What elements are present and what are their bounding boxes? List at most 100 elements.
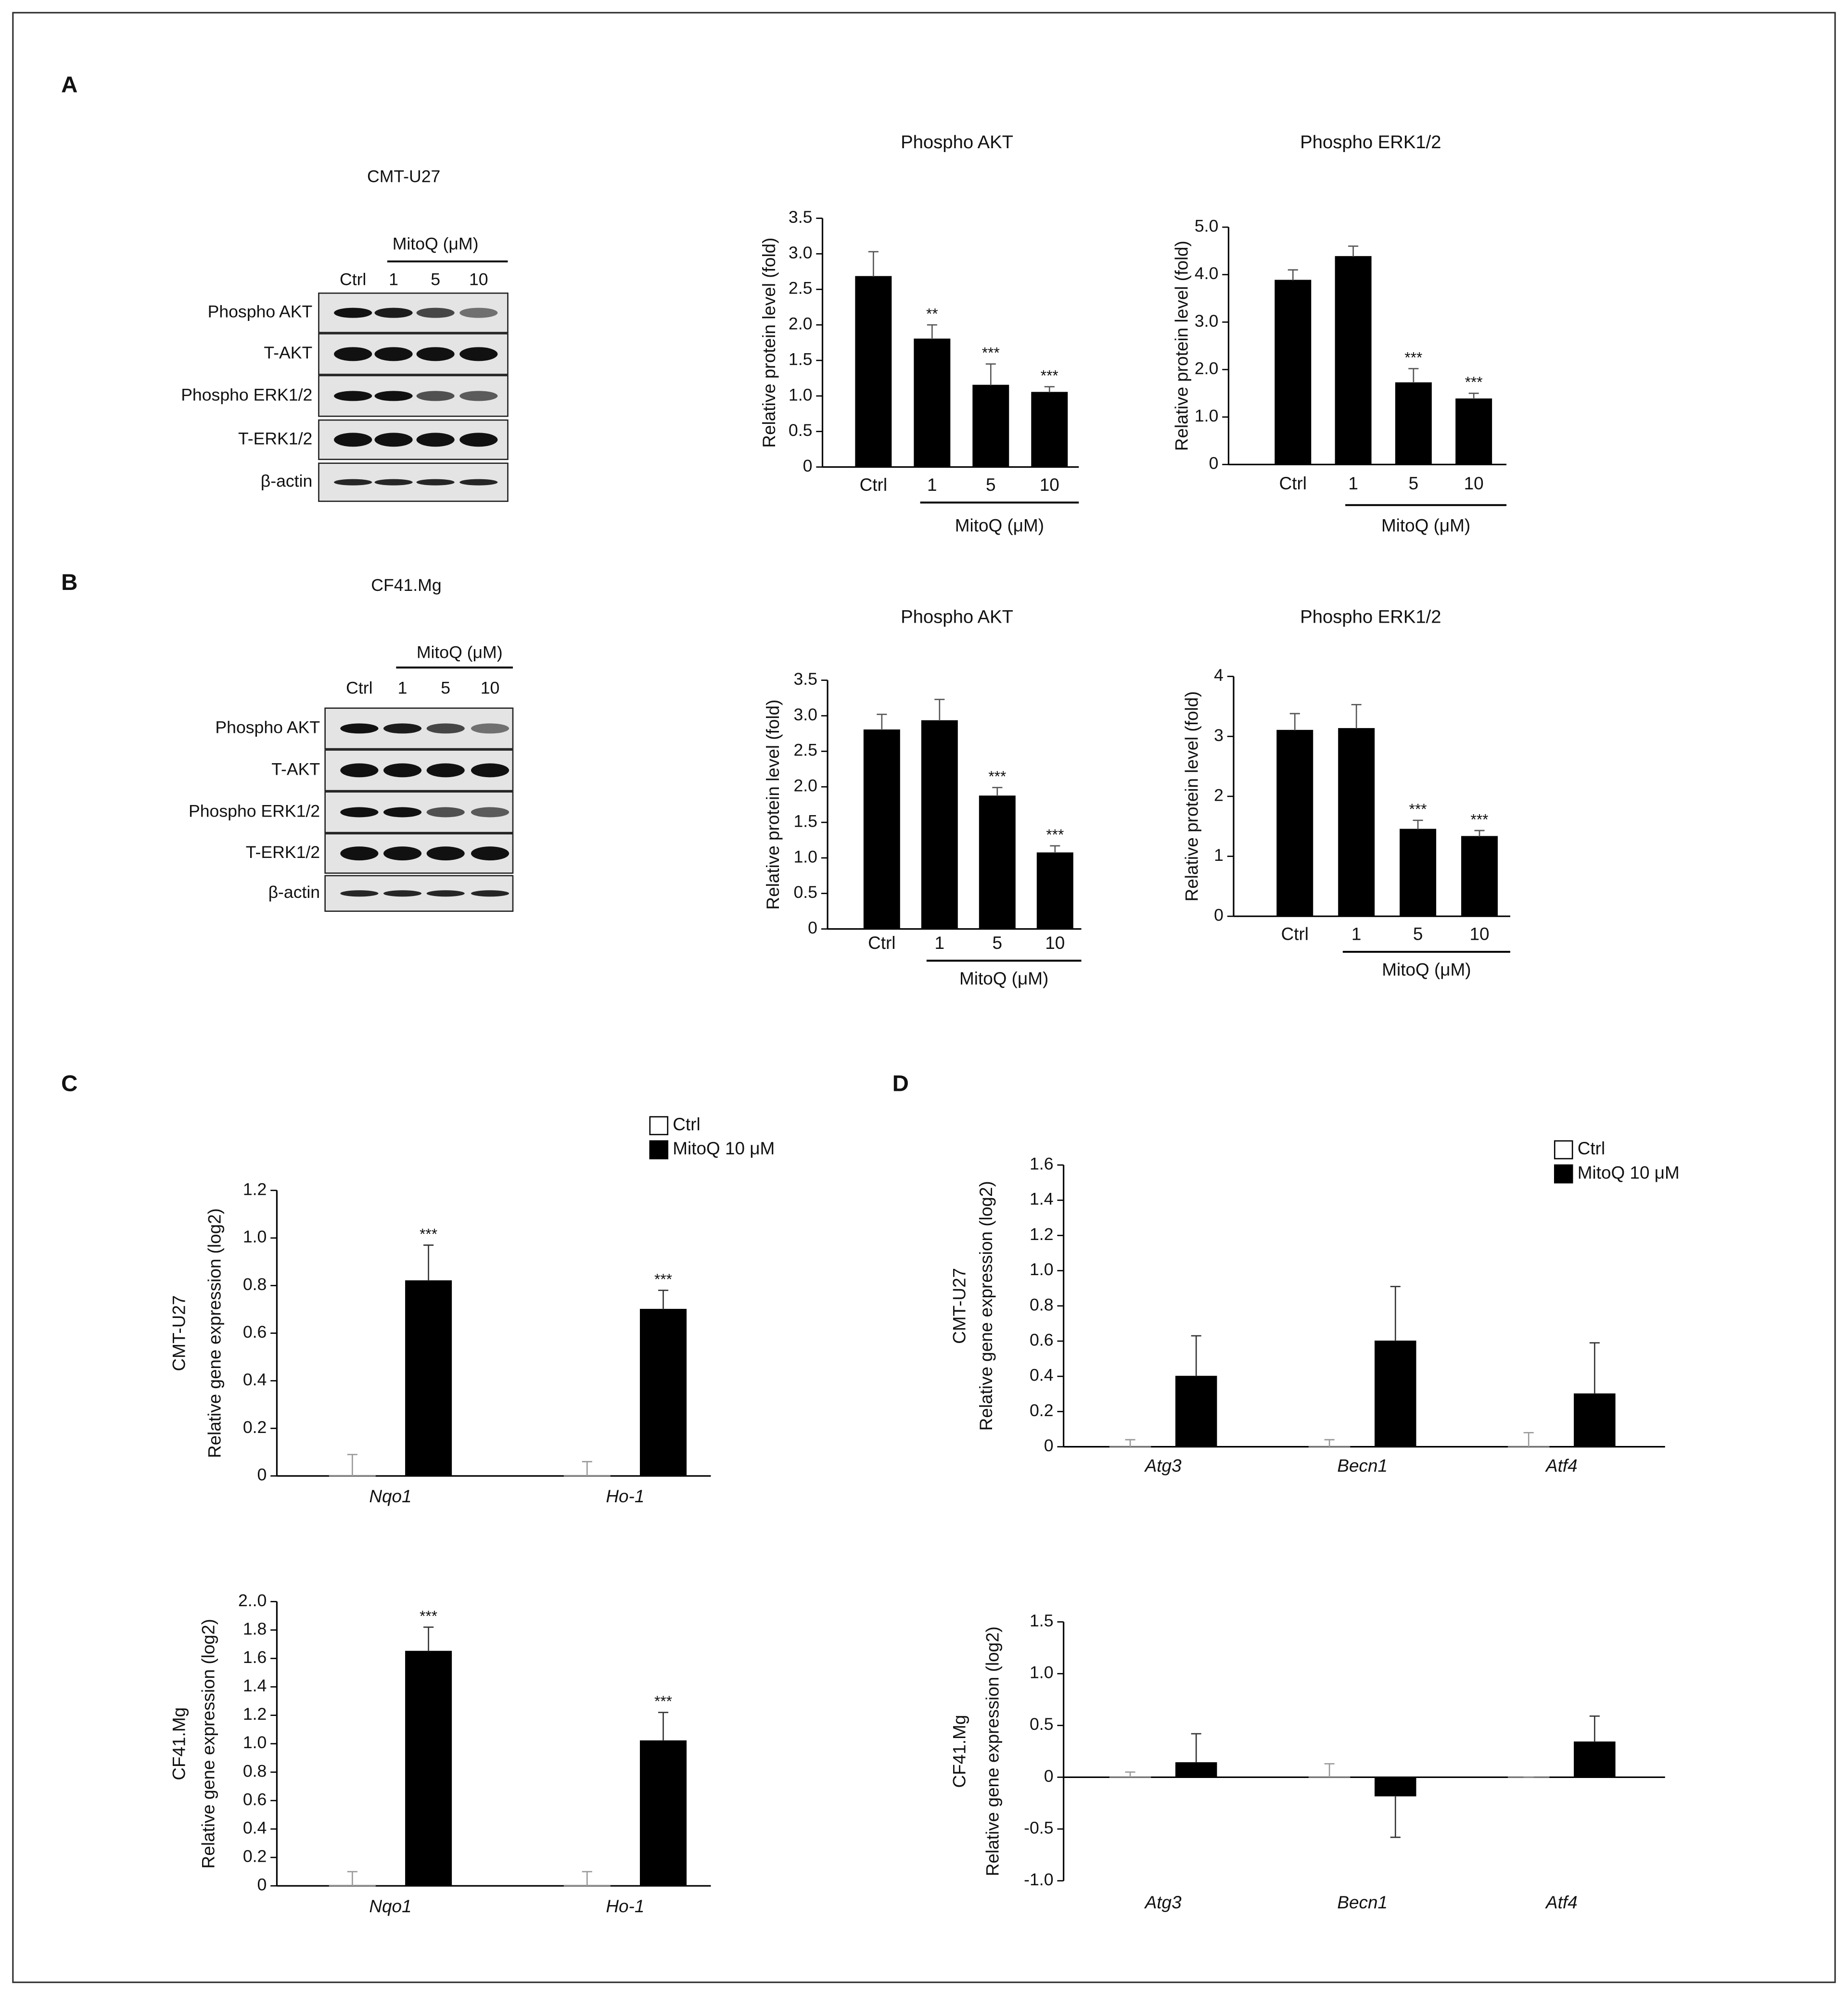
y-tick-label: 1.6 xyxy=(1030,1154,1053,1174)
blot-band xyxy=(471,723,510,734)
error-bar xyxy=(1474,830,1485,837)
x-tick-label: Becn1 xyxy=(1337,1893,1388,1912)
y-tick-label: 4 xyxy=(1214,665,1224,685)
x-tick-label: Ho-1 xyxy=(606,1486,644,1506)
blot-band xyxy=(426,890,465,897)
blot-band xyxy=(416,433,455,447)
y-tick-label: 0.6 xyxy=(1030,1330,1053,1349)
y-tick-label: 0.5 xyxy=(1030,1714,1053,1734)
error-bar xyxy=(1589,1342,1600,1394)
blot-band xyxy=(340,807,379,818)
y-tick-label: 4.0 xyxy=(1195,264,1218,283)
bar xyxy=(855,276,892,468)
error-bar xyxy=(347,1454,357,1476)
bar xyxy=(639,1309,687,1477)
y-axis-label: Relative protein level (fold) xyxy=(1182,691,1201,902)
blot-band xyxy=(459,307,498,318)
y-tick-label: 3.5 xyxy=(793,669,817,689)
x-tick-label: Nqo1 xyxy=(369,1486,411,1506)
y-axis-label: Relative gene expression (log2) xyxy=(976,1181,996,1431)
significance: *** xyxy=(654,1270,672,1288)
bar xyxy=(1455,398,1492,465)
error-bar xyxy=(1125,1771,1135,1778)
bar xyxy=(1036,852,1073,930)
y-tick-label: 1.8 xyxy=(243,1619,267,1638)
significance: *** xyxy=(420,1607,437,1624)
legend-swatch xyxy=(1554,1164,1573,1184)
blot-row-label: T-AKT xyxy=(264,343,312,362)
blot-row-label: β-actin xyxy=(261,472,313,491)
y-tick-label: 1.2 xyxy=(1030,1225,1053,1244)
legend-label: MitoQ 10 μM xyxy=(1578,1163,1680,1182)
significance: ** xyxy=(926,305,938,322)
y-tick-label: 1.0 xyxy=(243,1733,267,1752)
blot-band xyxy=(374,479,413,486)
lane-label: 10 xyxy=(481,678,500,698)
blot-band xyxy=(459,433,498,447)
error-bar xyxy=(1351,703,1362,729)
y-tick-label: 1.5 xyxy=(793,811,817,831)
bar xyxy=(1395,382,1432,465)
blot-band xyxy=(416,479,455,486)
blot-band xyxy=(374,347,413,361)
blot-row-label: Phospho AKT xyxy=(215,717,320,737)
error-bar xyxy=(423,1626,434,1651)
lane-label: 5 xyxy=(441,678,450,698)
blot-band xyxy=(426,763,465,778)
x-tick-label: 1 xyxy=(1348,473,1358,493)
y-tick-label: 1.0 xyxy=(789,385,812,404)
group-label: MitoQ (μM) xyxy=(1381,515,1470,535)
error-bar xyxy=(927,324,937,339)
treatment-label: MitoQ (μM) xyxy=(393,234,479,253)
bar xyxy=(1276,729,1313,917)
y-tick-label: 0.2 xyxy=(243,1418,267,1437)
y-tick-label: 1.0 xyxy=(243,1227,267,1246)
y-tick-label: 0.6 xyxy=(243,1790,267,1809)
significance: *** xyxy=(1046,826,1064,843)
x-tick-label: Ctrl xyxy=(1281,924,1309,944)
legend-label: Ctrl xyxy=(673,1114,700,1134)
error-bar xyxy=(1468,393,1479,399)
treatment-label: MitoQ (μM) xyxy=(417,643,503,662)
group-label: MitoQ (μM) xyxy=(955,515,1044,535)
legend-label: Ctrl xyxy=(1578,1138,1605,1158)
blot-band xyxy=(334,433,372,447)
y-tick-label: 2.0 xyxy=(789,314,812,333)
y-tick-label: 3.0 xyxy=(1195,311,1218,331)
legend-label: MitoQ 10 μM xyxy=(673,1138,775,1158)
x-tick-label: 10 xyxy=(1045,933,1065,953)
y-tick-label: 1.4 xyxy=(1030,1189,1053,1209)
y-tick-label: 0.8 xyxy=(243,1275,267,1294)
x-tick-label: 5 xyxy=(986,475,996,495)
significance: *** xyxy=(1404,348,1422,366)
blot-row-label: Phospho ERK1/2 xyxy=(181,385,312,404)
x-tick-label: 1 xyxy=(1351,924,1362,944)
bar xyxy=(1574,1741,1616,1778)
chart-title: Phospho AKT xyxy=(901,132,1013,153)
y-tick-label: 1.5 xyxy=(1030,1611,1053,1630)
y-tick-label: 0 xyxy=(1214,906,1224,925)
y-tick-label: 2.5 xyxy=(789,279,812,298)
y-tick-label: 0 xyxy=(808,918,817,937)
lane-label: Ctrl xyxy=(346,678,372,698)
bar xyxy=(1338,728,1375,917)
blot-band xyxy=(416,307,455,318)
bar xyxy=(1375,1341,1416,1447)
significance: *** xyxy=(982,344,1000,361)
bar xyxy=(1274,280,1312,465)
y-tick-label: 1.5 xyxy=(789,349,812,369)
y-tick-label: 3.5 xyxy=(789,207,812,227)
y-tick-label: 3.0 xyxy=(793,705,817,724)
blot-band xyxy=(383,807,422,818)
bar xyxy=(972,384,1009,468)
x-tick-label: 5 xyxy=(1413,924,1423,944)
error-bar xyxy=(1390,1286,1401,1342)
error-bar xyxy=(1289,713,1300,730)
y-tick-label: 2.0 xyxy=(1195,358,1218,378)
error-bar xyxy=(1390,1796,1401,1838)
significance: *** xyxy=(1041,367,1058,384)
blot-band xyxy=(340,890,379,897)
legend-swatch xyxy=(649,1140,669,1160)
blot-band xyxy=(459,479,498,486)
